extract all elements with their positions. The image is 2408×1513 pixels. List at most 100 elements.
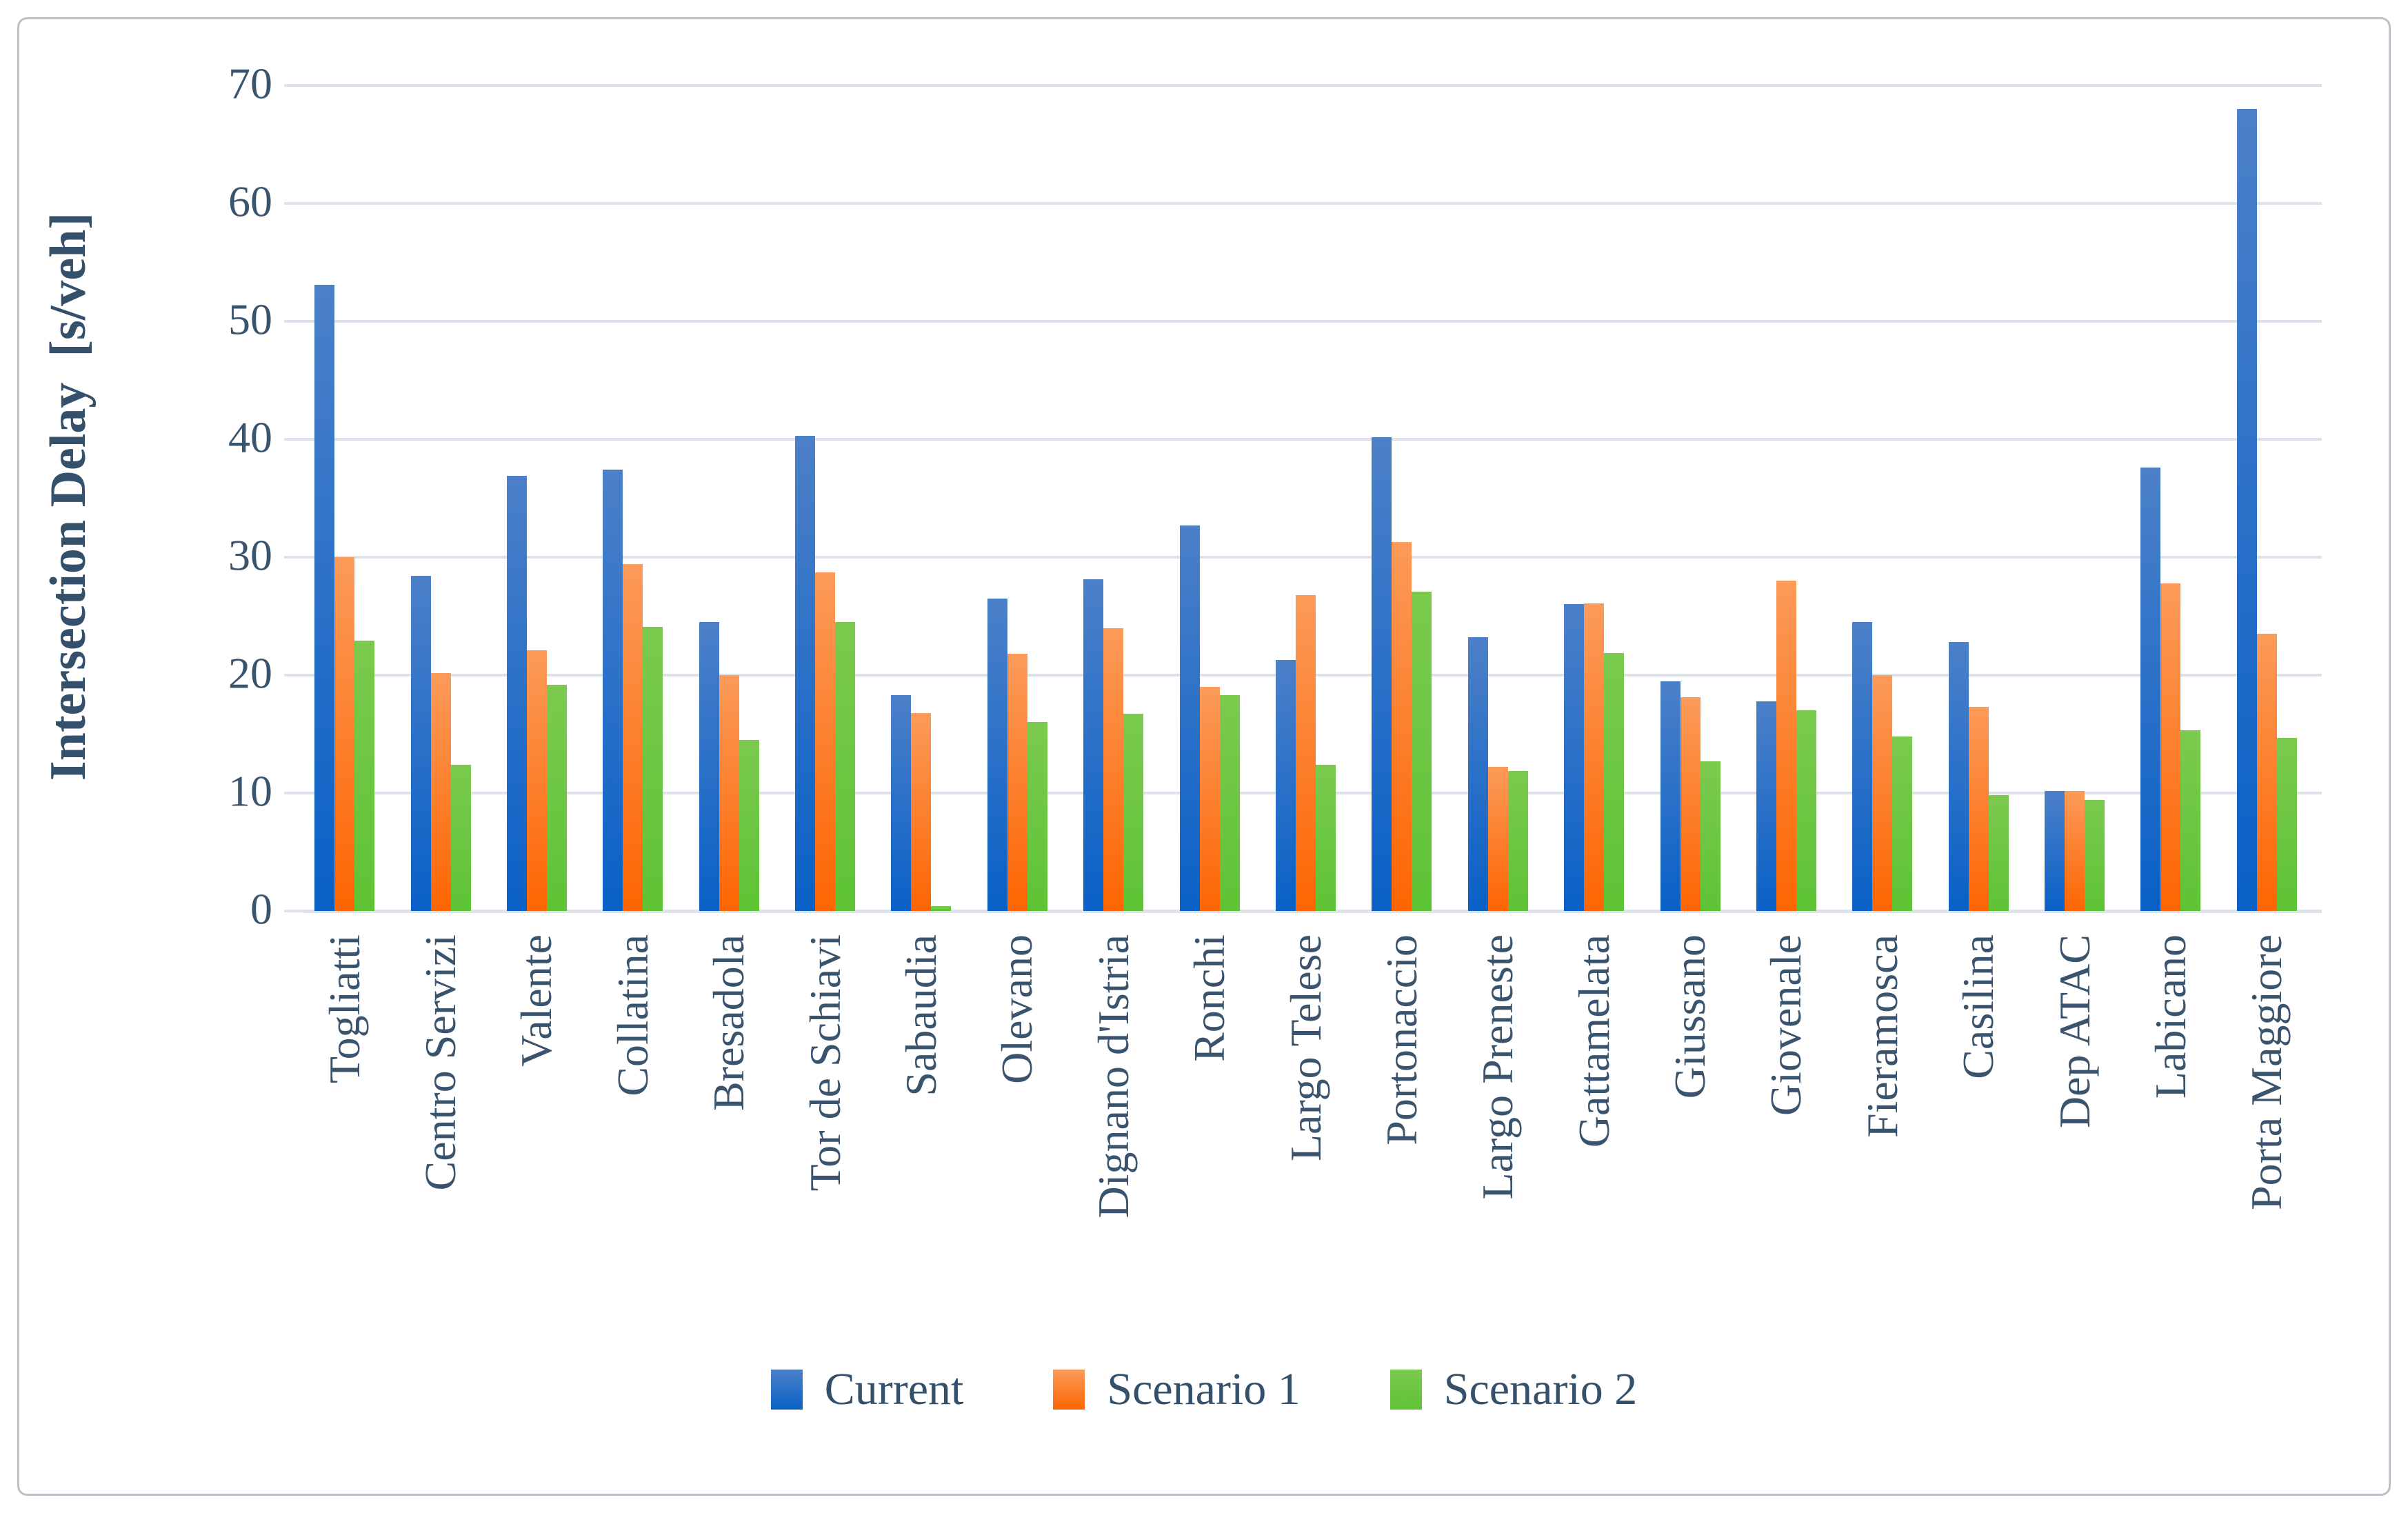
bar-scenario-2-valente bbox=[546, 684, 567, 911]
bar-current-bresadola bbox=[699, 622, 719, 911]
bar-scenario-2-giussano bbox=[1700, 761, 1720, 911]
bar-scenario-2-largo-preneste bbox=[1507, 770, 1528, 911]
x-category-label: Gattamelata bbox=[1569, 934, 1618, 1148]
bar-scenario-2-fieramosca bbox=[1892, 736, 1913, 911]
bar-scenario-1-largo-preneste bbox=[1487, 767, 1508, 911]
bar-scenario-1-labicano bbox=[2160, 583, 2181, 911]
bar-current-labicano bbox=[2140, 468, 2161, 911]
legend-label-scenario-2: Scenario 2 bbox=[1443, 1364, 1638, 1414]
bar-current-casilina bbox=[1948, 642, 1969, 911]
bar-current-portonaccio bbox=[1372, 437, 1392, 911]
y-axis-title: Intersection Delay [s/veh] bbox=[40, 212, 97, 781]
bar-scenario-2-dep-atac bbox=[2085, 800, 2105, 911]
bar-current-togliatti bbox=[314, 284, 335, 911]
y-tick-mark bbox=[284, 84, 303, 87]
legend-swatch-scenario-2 bbox=[1389, 1370, 1422, 1410]
y-tick-mark bbox=[284, 438, 303, 441]
y-tick-mark bbox=[284, 910, 303, 912]
bar-current-gattamelata bbox=[1564, 604, 1585, 911]
bar-scenario-2-casilina bbox=[1988, 795, 2009, 911]
bar-scenario-2-centro-servizi bbox=[450, 764, 471, 911]
x-category-label: Dep ATAC bbox=[2049, 934, 2099, 1129]
gridline bbox=[303, 438, 2322, 441]
bar-scenario-2-labicano bbox=[2180, 730, 2201, 911]
bar-scenario-2-olevano bbox=[1027, 722, 1047, 911]
legend-label-current: Current bbox=[824, 1364, 964, 1414]
bar-scenario-2-porta-maggiore bbox=[2276, 737, 2297, 911]
bar-scenario-2-gattamelata bbox=[1604, 652, 1625, 911]
bar-scenario-1-bresadola bbox=[719, 675, 739, 911]
y-tick-label: 40 bbox=[228, 412, 272, 462]
legend-item-scenario-1: Scenario 1 bbox=[1053, 1367, 1301, 1412]
bar-scenario-2-togliatti bbox=[354, 641, 375, 911]
x-category-label: Dignano d'Istria bbox=[1088, 934, 1138, 1219]
y-tick-label: 50 bbox=[228, 294, 272, 344]
y-tick-mark bbox=[284, 674, 303, 677]
bar-scenario-2-largo-telese bbox=[1316, 764, 1336, 911]
x-category-label: Valente bbox=[512, 934, 561, 1067]
x-category-label: Largo Telese bbox=[1281, 934, 1330, 1162]
bar-scenario-2-sabaudia bbox=[931, 906, 952, 911]
bar-current-giussano bbox=[1660, 681, 1680, 911]
bar-scenario-1-fieramosca bbox=[1872, 675, 1893, 911]
bar-scenario-1-valente bbox=[526, 650, 547, 911]
bar-scenario-1-togliatti bbox=[334, 557, 355, 911]
x-category-label: Sabaudia bbox=[896, 934, 945, 1096]
bar-scenario-2-portonaccio bbox=[1412, 591, 1432, 911]
legend-swatch-scenario-1 bbox=[1053, 1370, 1085, 1410]
bar-current-tor-de-schiavi bbox=[795, 435, 816, 911]
y-tick-label: 30 bbox=[228, 530, 272, 580]
bar-current-dep-atac bbox=[2045, 790, 2065, 911]
x-category-label: Centro Servizi bbox=[416, 934, 465, 1191]
bar-current-valente bbox=[506, 476, 527, 911]
legend-item-scenario-2: Scenario 2 bbox=[1389, 1364, 1638, 1414]
x-category-label: Largo Preneste bbox=[1473, 934, 1523, 1200]
y-tick-mark bbox=[284, 556, 303, 559]
bar-scenario-1-sabaudia bbox=[911, 712, 932, 911]
bar-scenario-1-collatina bbox=[623, 564, 643, 911]
bar-current-giovenale bbox=[1756, 701, 1776, 911]
bar-scenario-1-centro-servizi bbox=[430, 672, 451, 911]
bar-scenario-1-casilina bbox=[1968, 707, 1989, 911]
bar-scenario-2-collatina bbox=[643, 626, 663, 911]
x-category-label: Portonaccio bbox=[1376, 934, 1426, 1145]
y-tick-mark bbox=[284, 792, 303, 794]
bar-scenario-2-dignano-d-istria bbox=[1123, 714, 1144, 911]
y-tick-mark bbox=[284, 202, 303, 205]
legend-item-current: Current bbox=[770, 1364, 964, 1414]
bar-current-porta-maggiore bbox=[2236, 109, 2257, 911]
x-category-label: Giovenale bbox=[1761, 934, 1811, 1116]
gridline bbox=[303, 202, 2322, 205]
x-category-label: Tor de Schiavi bbox=[800, 934, 850, 1192]
x-category-label: Fieramosca bbox=[1857, 934, 1907, 1138]
bar-current-olevano bbox=[987, 598, 1007, 911]
y-tick-label: 10 bbox=[228, 766, 272, 816]
bar-current-largo-telese bbox=[1276, 659, 1296, 911]
bar-scenario-2-ronchi bbox=[1219, 695, 1240, 911]
bar-current-fieramosca bbox=[1852, 622, 1873, 911]
gridline bbox=[303, 84, 2322, 87]
bar-scenario-2-tor-de-schiavi bbox=[835, 622, 856, 911]
bar-scenario-1-gattamelata bbox=[1584, 603, 1605, 911]
gridline bbox=[303, 320, 2322, 323]
bar-scenario-2-bresadola bbox=[739, 740, 759, 911]
y-tick-mark bbox=[284, 320, 303, 323]
y-tick-label: 70 bbox=[228, 59, 272, 108]
bar-scenario-1-porta-maggiore bbox=[2256, 634, 2277, 911]
legend-swatch-current bbox=[770, 1370, 803, 1410]
gridline bbox=[303, 556, 2322, 559]
x-category-label: Olevano bbox=[992, 934, 1042, 1084]
bar-scenario-1-dignano-d-istria bbox=[1103, 628, 1124, 911]
x-category-label: Labicano bbox=[2145, 934, 2195, 1099]
y-tick-label: 60 bbox=[228, 177, 272, 226]
x-category-label: Bresadola bbox=[704, 934, 754, 1111]
y-tick-label: 20 bbox=[228, 648, 272, 698]
bar-scenario-1-giovenale bbox=[1776, 581, 1796, 911]
x-category-label: Casilina bbox=[1954, 934, 2003, 1079]
bar-scenario-1-giussano bbox=[1680, 697, 1700, 911]
y-tick-label: 0 bbox=[250, 884, 272, 934]
bar-scenario-1-portonaccio bbox=[1392, 541, 1412, 911]
bar-scenario-1-olevano bbox=[1007, 654, 1027, 911]
bar-current-centro-servizi bbox=[410, 576, 431, 911]
